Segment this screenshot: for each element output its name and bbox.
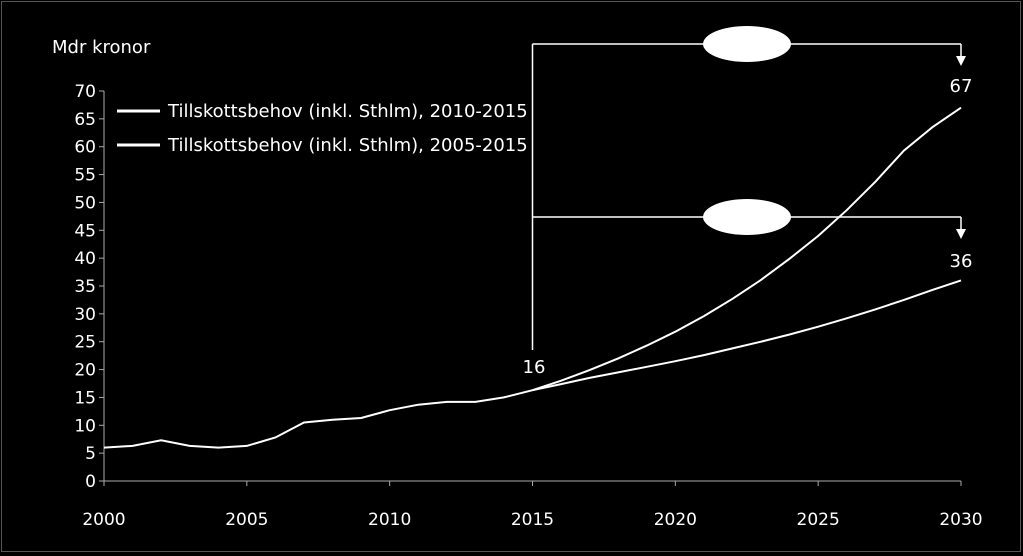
y-tick-label: 50 [74,193,96,213]
historical-line [103,389,533,449]
annotations: 16 67 36 [523,76,973,378]
legend-label: Tillskottsbehov (inkl. Sthlm), 2010-2015 [167,101,528,122]
y-tick-label: 10 [74,416,96,436]
x-tick-label: 2020 [654,510,697,530]
y-tick-label: 20 [74,361,96,381]
x-tick-label: 2000 [82,510,125,530]
brackets [531,26,966,350]
x-tick-label: 2030 [939,510,982,530]
annotation-label: 16 [523,357,546,378]
arrow-down-icon [956,229,966,239]
x-tick-label: 2015 [511,510,554,530]
y-tick-label: 0 [85,472,96,492]
y-tick-label: 40 [74,249,96,269]
y-axis-label: Mdr kronor [52,37,151,58]
annotation-label: 67 [950,76,973,97]
bracket-ellipse [703,199,791,235]
y-tick-label: 45 [74,221,96,241]
y-tick-label: 5 [85,444,96,464]
y-tick-label: 65 [74,110,96,130]
legend-label: Tillskottsbehov (inkl. Sthlm), 2005-2015 [167,135,528,156]
arrow-down-icon [956,56,966,66]
annotation-label: 36 [950,251,973,272]
x-tick-label: 2010 [368,510,411,530]
x-tick-label: 2005 [225,510,268,530]
y-tick-label: 30 [74,305,96,325]
y-tick-label: 35 [74,277,96,297]
y-tick-label: 25 [74,333,96,353]
x-tick-label: 2025 [797,510,840,530]
y-tick-label: 70 [74,82,96,102]
y-tick-label: 55 [74,166,96,186]
bracket-ellipse [703,26,791,62]
y-tick-label: 60 [74,138,96,158]
series-line-1 [532,106,962,392]
y-tick-label: 15 [74,388,96,408]
series-lines [103,106,962,449]
legend: Tillskottsbehov (inkl. Sthlm), 2010-2015… [117,101,528,156]
series-line-2 [532,279,962,392]
